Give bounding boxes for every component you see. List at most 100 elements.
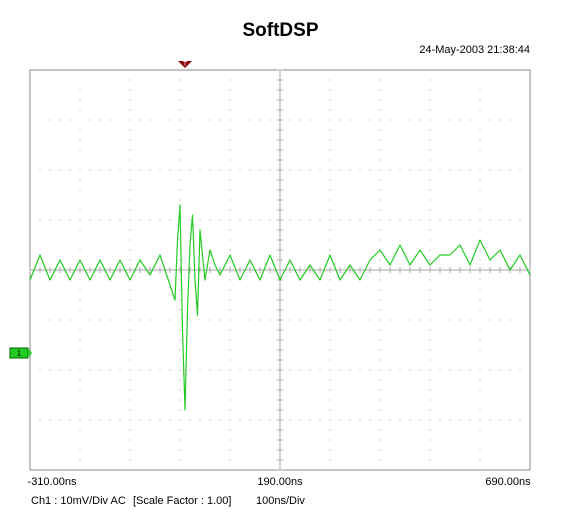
grid-dot bbox=[229, 429, 231, 431]
trigger-marker[interactable]: T bbox=[178, 61, 192, 68]
grid-dot bbox=[429, 399, 431, 401]
grid-dot bbox=[79, 279, 81, 281]
grid-dot bbox=[119, 369, 121, 371]
grid-dot bbox=[39, 169, 41, 171]
grid-dot bbox=[369, 169, 371, 171]
grid-dot bbox=[519, 319, 521, 321]
grid-dot bbox=[409, 169, 411, 171]
grid-dot bbox=[259, 169, 261, 171]
grid-dot bbox=[399, 169, 401, 171]
grid-dot bbox=[229, 449, 231, 451]
grid-dot bbox=[129, 209, 131, 211]
grid-dot bbox=[409, 219, 411, 221]
grid-dot bbox=[139, 319, 141, 321]
grid-dot bbox=[329, 219, 331, 221]
grid-dot bbox=[79, 179, 81, 181]
grid-dot bbox=[289, 219, 291, 221]
grid-dot bbox=[529, 119, 531, 121]
grid-dot bbox=[309, 119, 311, 121]
grid-dot bbox=[89, 319, 91, 321]
grid-dot bbox=[439, 219, 441, 221]
grid-dot bbox=[299, 169, 301, 171]
grid-dot bbox=[389, 169, 391, 171]
grid-dot bbox=[399, 419, 401, 421]
grid-dot bbox=[139, 119, 141, 121]
grid-dot bbox=[449, 419, 451, 421]
grid-dot bbox=[429, 309, 431, 311]
grid-dot bbox=[89, 369, 91, 371]
timestamp: 24-May-2003 21:38:44 bbox=[419, 44, 530, 56]
grid-dot bbox=[449, 319, 451, 321]
grid-dot bbox=[129, 349, 131, 351]
grid-dot bbox=[469, 419, 471, 421]
grid-dot bbox=[129, 329, 131, 331]
grid-dot bbox=[489, 169, 491, 171]
grid-dot bbox=[369, 319, 371, 321]
grid-dot bbox=[379, 99, 381, 101]
grid-dot bbox=[479, 429, 481, 431]
grid-dot bbox=[129, 439, 131, 441]
grid-dot bbox=[229, 249, 231, 251]
grid-dot bbox=[349, 219, 351, 221]
grid-dot bbox=[479, 289, 481, 291]
grid-dot bbox=[109, 369, 111, 371]
grid-dot bbox=[129, 309, 131, 311]
grid-dot bbox=[79, 289, 81, 291]
grid-dot bbox=[129, 369, 131, 371]
grid-dot bbox=[349, 169, 351, 171]
grid-dot bbox=[469, 319, 471, 321]
grid-dot bbox=[159, 319, 161, 321]
channel-1-marker-label: 1 bbox=[17, 349, 22, 358]
grid-dot bbox=[229, 89, 231, 91]
grid-dot bbox=[79, 449, 81, 451]
grid-dot bbox=[329, 439, 331, 441]
grid-dot bbox=[339, 419, 341, 421]
grid-dot bbox=[249, 219, 251, 221]
grid-dot bbox=[79, 459, 81, 461]
grid-dot bbox=[179, 139, 181, 141]
chart-title: SoftDSP bbox=[242, 20, 319, 41]
grid-dot bbox=[509, 319, 511, 321]
grid-dot bbox=[429, 189, 431, 191]
grid-dot bbox=[249, 369, 251, 371]
grid-dot bbox=[129, 229, 131, 231]
grid-dot bbox=[149, 419, 151, 421]
x-tick-label: -310.00ns bbox=[28, 476, 77, 488]
grid-dot bbox=[329, 279, 331, 281]
grid-dot bbox=[159, 119, 161, 121]
grid-dot bbox=[379, 179, 381, 181]
grid-dot bbox=[309, 219, 311, 221]
channel-readout: Ch1 : 10mV/Div AC bbox=[31, 495, 126, 507]
grid-dot bbox=[179, 469, 181, 471]
grid-dot bbox=[259, 419, 261, 421]
grid-dot bbox=[479, 449, 481, 451]
grid-dot bbox=[129, 249, 131, 251]
grid-dot bbox=[529, 319, 531, 321]
grid-dot bbox=[379, 289, 381, 291]
grid-dot bbox=[369, 369, 371, 371]
grid-dot bbox=[359, 119, 361, 121]
grid-dot bbox=[389, 369, 391, 371]
grid-dot bbox=[229, 339, 231, 341]
grid-dot bbox=[469, 219, 471, 221]
grid-dot bbox=[229, 169, 231, 171]
grid-dot bbox=[329, 249, 331, 251]
grid-dot bbox=[509, 169, 511, 171]
grid-dot bbox=[79, 369, 81, 371]
channel-1-marker[interactable]: 1 bbox=[9, 347, 32, 359]
grid-dot bbox=[379, 139, 381, 141]
grid-dot bbox=[499, 219, 501, 221]
grid-dot bbox=[129, 219, 131, 221]
grid-dot bbox=[389, 419, 391, 421]
grid-dot bbox=[29, 419, 31, 421]
grid-dot bbox=[229, 129, 231, 131]
grid-dot bbox=[479, 299, 481, 301]
grid-dot bbox=[379, 469, 381, 471]
grid-dot bbox=[339, 169, 341, 171]
grid-dot bbox=[79, 139, 81, 141]
grid-dot bbox=[159, 219, 161, 221]
grid-dot bbox=[359, 369, 361, 371]
grid-dot bbox=[429, 99, 431, 101]
grid-dot bbox=[429, 149, 431, 151]
